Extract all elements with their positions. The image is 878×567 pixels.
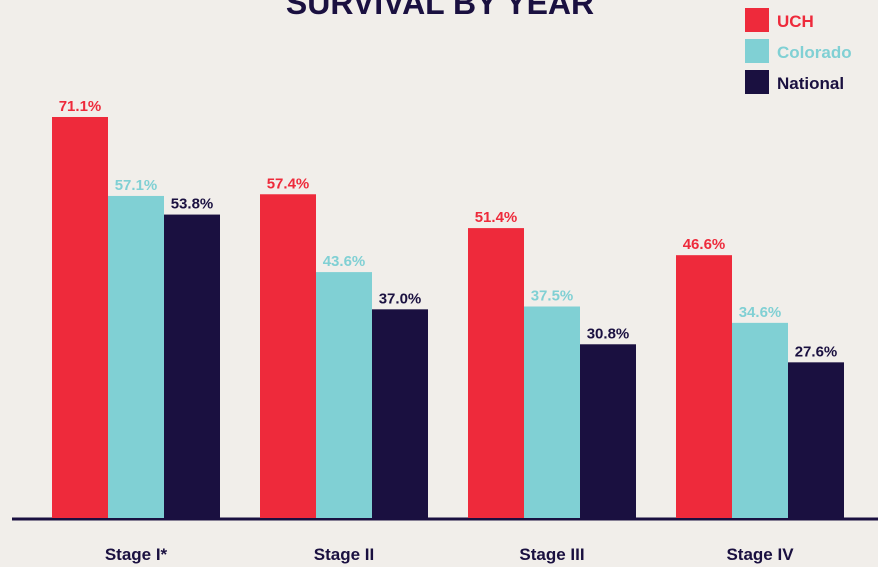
bar — [52, 116, 108, 518]
value-label: 37.5% — [531, 288, 574, 305]
value-label: 43.6% — [323, 253, 366, 270]
bar — [372, 309, 428, 518]
value-label: 34.6% — [739, 304, 782, 321]
x-tick-label: Stage III — [519, 545, 584, 564]
legend-swatch — [745, 8, 769, 32]
value-label: 27.6% — [795, 343, 838, 360]
bar — [788, 362, 844, 518]
bar — [676, 255, 732, 518]
legend-label: National — [777, 74, 844, 93]
bar — [580, 344, 636, 518]
legend-label: Colorado — [777, 43, 852, 62]
legend-swatch — [745, 39, 769, 63]
bar — [316, 272, 372, 518]
value-label: 51.4% — [475, 209, 518, 226]
bar — [260, 194, 316, 518]
value-label: 53.8% — [171, 196, 214, 213]
value-label: 37.0% — [379, 290, 422, 307]
x-tick-label: Stage II — [314, 545, 374, 564]
bar — [108, 195, 164, 518]
value-label: 57.4% — [267, 175, 310, 192]
bar — [468, 228, 524, 518]
bar — [732, 322, 788, 518]
x-tick-label: Stage IV — [726, 545, 794, 564]
chart-title: SURVIVAL BY YEAR — [286, 0, 594, 21]
bar — [164, 214, 220, 518]
x-tick-label: Stage I* — [105, 545, 168, 564]
value-label: 30.8% — [587, 325, 630, 342]
value-label: 71.1% — [59, 98, 102, 115]
legend-label: UCH — [777, 12, 814, 31]
value-label: 46.6% — [683, 236, 726, 253]
legend-swatch — [745, 70, 769, 94]
bar — [524, 306, 580, 518]
value-label: 57.1% — [115, 177, 158, 194]
